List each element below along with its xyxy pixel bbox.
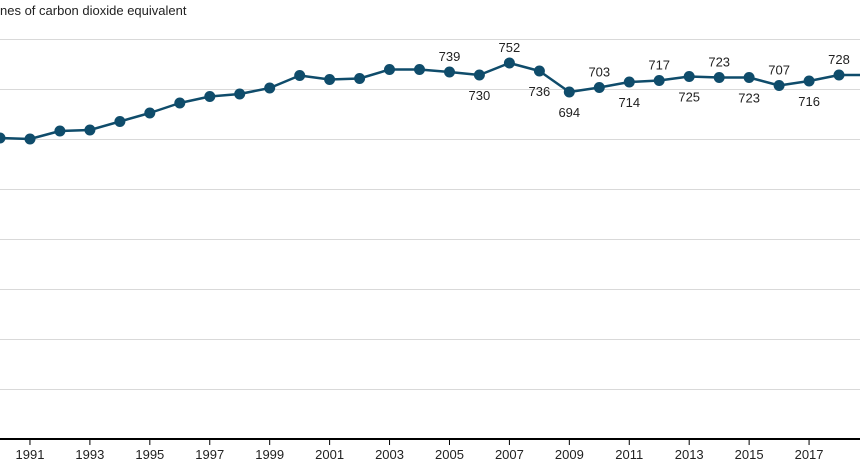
data-labels: 739 730 752 736 694 703 714 717 725 723 723 707 716 7… — [439, 40, 850, 120]
data-label-2006: 730 — [469, 88, 491, 103]
x-tick-label-2005: 2005 — [435, 447, 464, 462]
data-point-1990 — [0, 132, 6, 144]
x-tick-label-1995: 1995 — [135, 447, 164, 462]
x-axis: 1991 1993 1995 1997 1999 2001 2003 2005 2007 2009… — [0, 438, 860, 462]
data-point-1994 — [114, 116, 126, 127]
data-point-2001 — [324, 74, 336, 85]
data-label-2012: 717 — [648, 58, 670, 73]
x-tick-label-1997: 1997 — [195, 447, 224, 462]
x-tick-label-1999: 1999 — [255, 447, 284, 462]
data-label-2011: 714 — [618, 95, 640, 110]
data-label-2005: 739 — [439, 49, 461, 64]
data-label-2016: 707 — [768, 63, 790, 78]
x-tick-label-2009: 2009 — [555, 447, 584, 462]
x-tick-label-2013: 2013 — [675, 447, 704, 462]
data-label-2014: 723 — [708, 55, 730, 70]
data-point-2002 — [354, 73, 366, 84]
data-point-2016 — [773, 80, 785, 91]
x-tick-label-1991: 1991 — [16, 447, 45, 462]
data-point-2012 — [653, 75, 665, 86]
data-points — [0, 57, 845, 145]
data-label-2017: 716 — [798, 94, 820, 109]
x-tick-label-2017: 2017 — [795, 447, 824, 462]
data-point-2000 — [294, 70, 306, 81]
data-label-2010: 703 — [588, 65, 610, 80]
data-label-2013: 725 — [678, 90, 700, 105]
x-tick-label-1993: 1993 — [75, 447, 104, 462]
data-point-2006 — [473, 69, 485, 81]
data-point-2017 — [803, 75, 815, 87]
data-point-2004 — [414, 64, 425, 75]
data-point-1992 — [54, 125, 66, 137]
data-point-1998 — [234, 88, 246, 100]
series-line — [0, 61, 860, 141]
data-point-1993 — [84, 124, 96, 136]
data-label-2018: 728 — [828, 52, 850, 67]
x-tick-label-2011: 2011 — [615, 447, 643, 462]
gridlines — [0, 39, 860, 390]
data-point-2011 — [623, 76, 635, 88]
data-point-2005 — [444, 66, 455, 78]
x-tick-label-2015: 2015 — [735, 447, 764, 462]
data-point-2009 — [563, 86, 575, 98]
data-point-2015 — [743, 72, 755, 83]
x-tick-label-2001: 2001 — [315, 447, 344, 462]
x-tick-label-2007: 2007 — [495, 447, 524, 462]
data-label-2009: 694 — [558, 105, 580, 120]
series-line-group — [0, 61, 860, 141]
data-point-2013 — [683, 71, 695, 82]
x-tick-label-2003: 2003 — [375, 447, 404, 462]
data-point-2010 — [593, 82, 605, 93]
data-point-2003 — [384, 64, 395, 75]
data-point-1996 — [174, 97, 186, 109]
data-point-1991 — [24, 133, 36, 145]
data-label-2007: 752 — [499, 40, 521, 55]
data-label-2008: 736 — [529, 84, 551, 99]
data-point-1997 — [204, 91, 216, 102]
data-label-2015: 723 — [738, 91, 760, 106]
chart-title: nes of carbon dioxide equivalent — [0, 3, 187, 18]
data-point-1995 — [144, 107, 156, 119]
data-point-2008 — [533, 65, 545, 77]
data-point-2007 — [503, 57, 515, 69]
data-point-2018 — [833, 69, 845, 81]
data-point-2014 — [713, 72, 725, 83]
data-point-1999 — [264, 82, 276, 94]
